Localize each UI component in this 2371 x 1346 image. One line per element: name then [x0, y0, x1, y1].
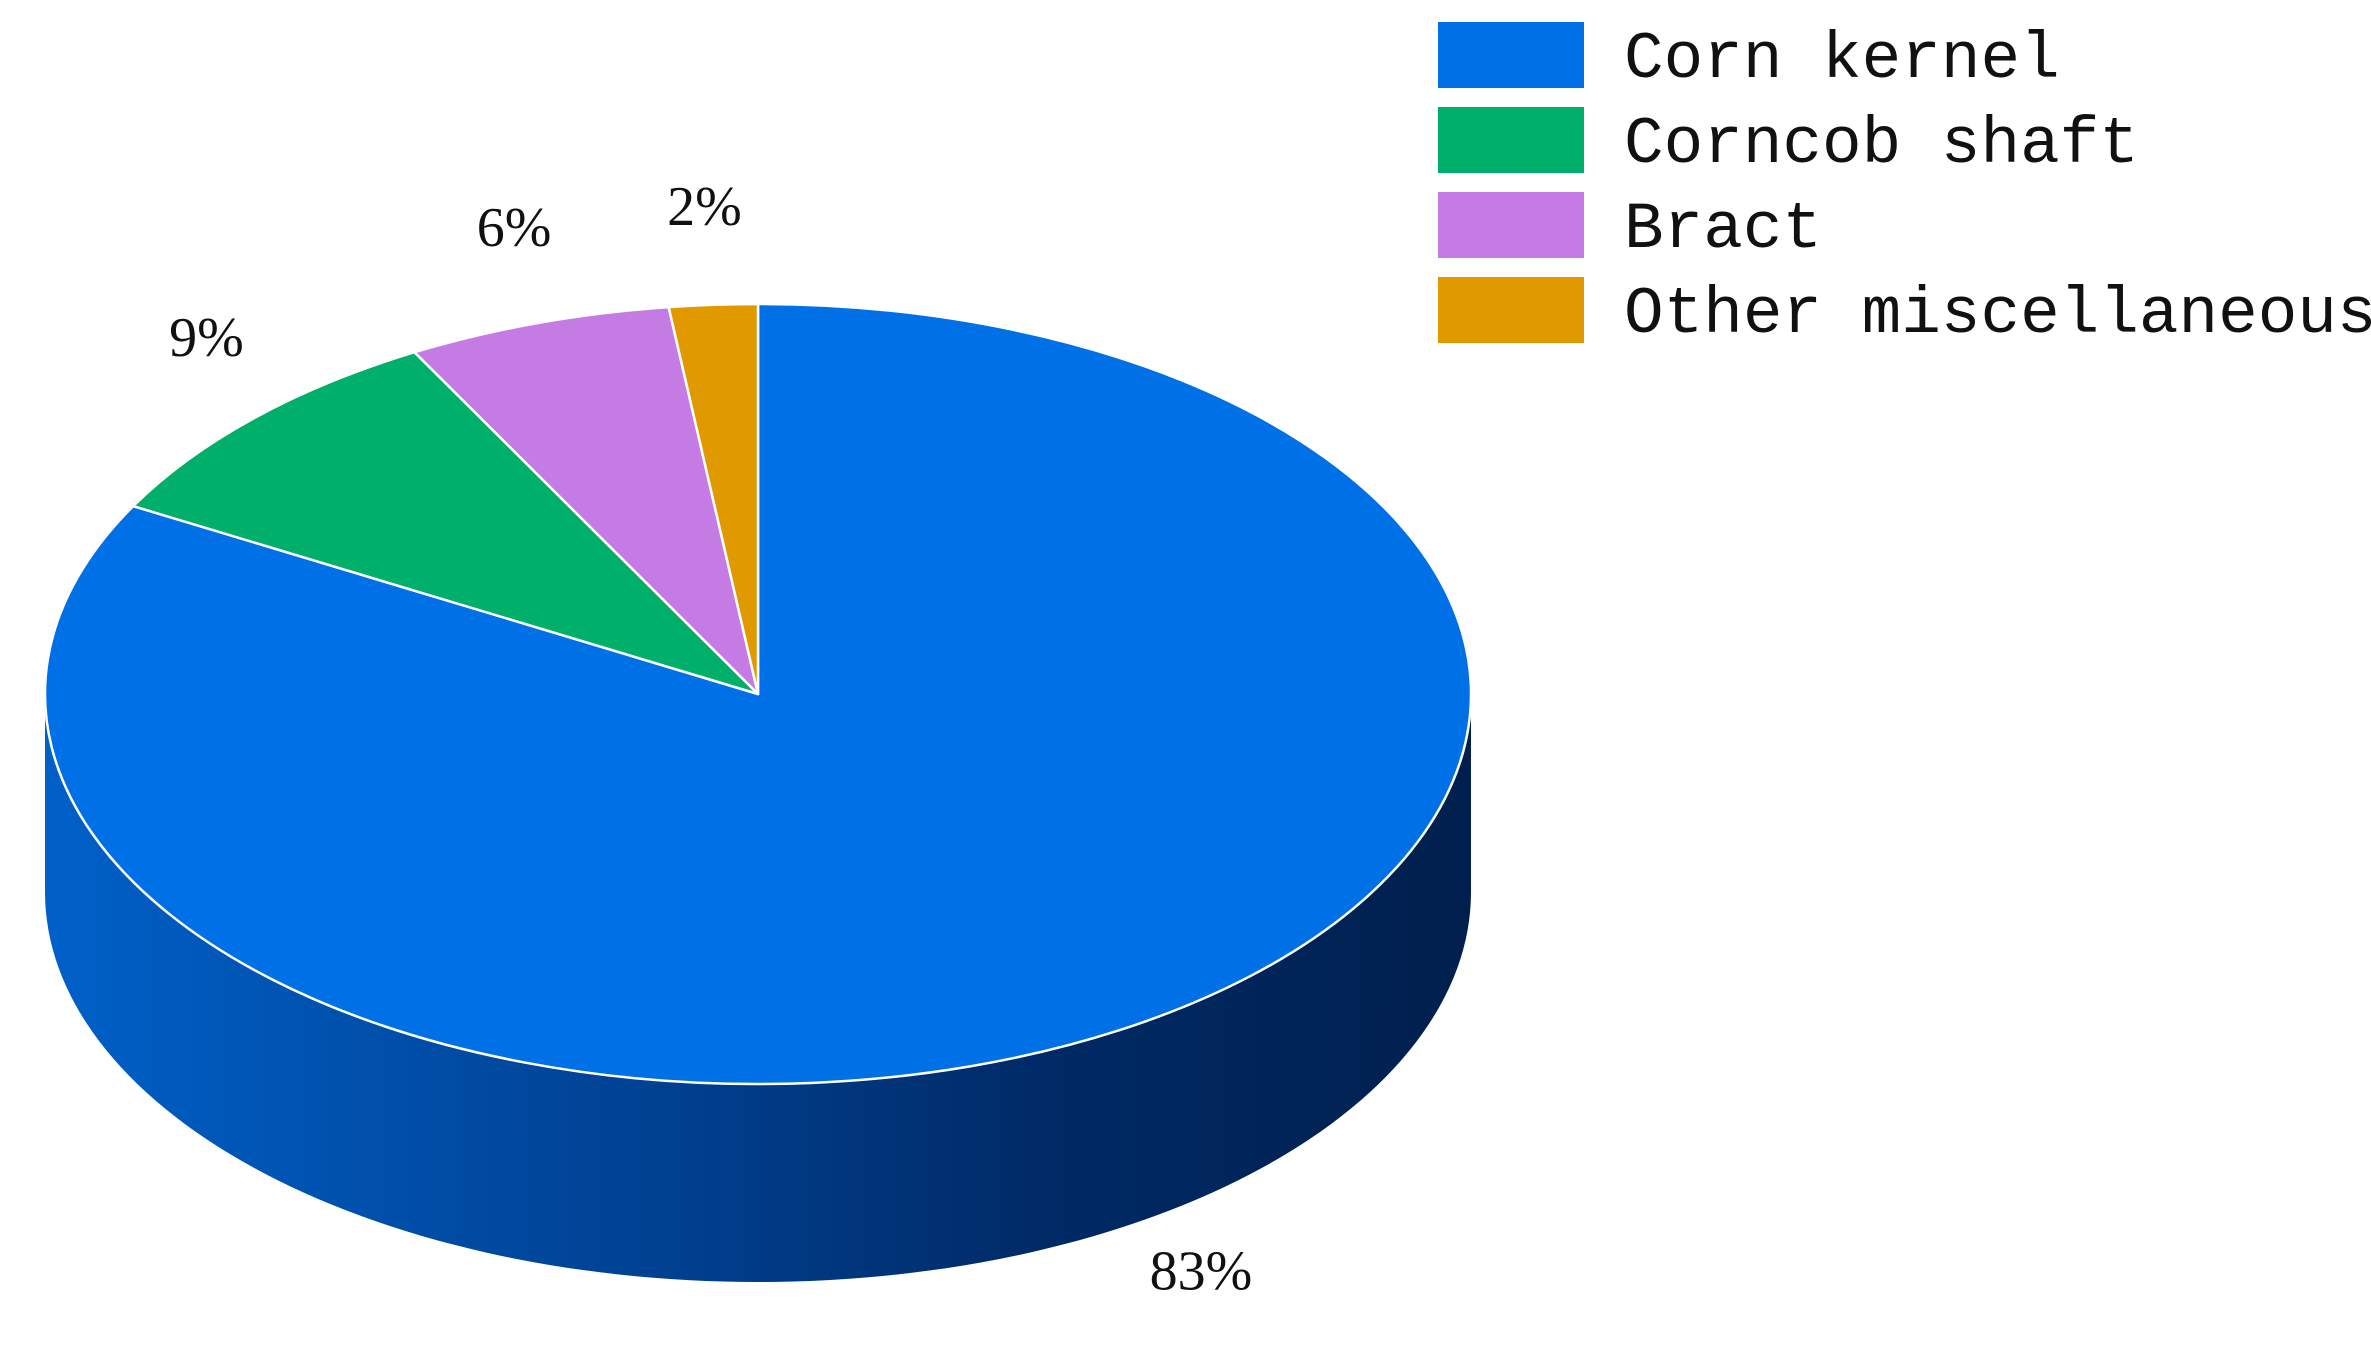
- pie-slice-corncob-shaft: [131, 350, 760, 696]
- pie-slice-bract: [413, 305, 760, 696]
- legend-item: Other miscellaneous: [1438, 277, 2371, 352]
- legend-swatch: [1438, 192, 1584, 258]
- pie-slices: [43, 302, 1473, 1086]
- legend-label: Other miscellaneous: [1624, 277, 2371, 352]
- legend-label: Bract: [1624, 192, 1822, 267]
- legend: Corn kernel Corncob shaft Bract Other misce…: [1438, 22, 2371, 352]
- legend-item: Corncob shaft: [1438, 107, 2139, 182]
- pie-slice-other-miscellaneous: [667, 302, 760, 696]
- legend-label: Corn kernel: [1624, 22, 2060, 97]
- value-label-3: 2%: [667, 176, 742, 238]
- pie-side-0: [45, 694, 1471, 1282]
- legend-swatch: [1438, 107, 1584, 173]
- pie-side-layer: [45, 694, 1471, 1282]
- legend-item: Corn kernel: [1438, 22, 2060, 97]
- pie-value-labels: 83% 9% 6% 2%: [169, 176, 1252, 1303]
- value-label-0: 83%: [1150, 1241, 1253, 1303]
- legend-label: Corncob shaft: [1624, 107, 2139, 182]
- legend-item: Bract: [1438, 192, 1822, 267]
- legend-swatch: [1438, 277, 1584, 343]
- legend-swatch: [1438, 22, 1584, 88]
- value-label-2: 6%: [477, 197, 552, 259]
- value-label-1: 9%: [169, 307, 244, 369]
